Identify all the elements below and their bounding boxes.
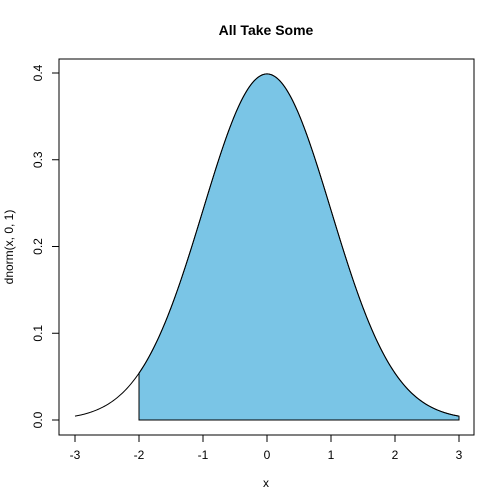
- x-axis: -3 -2 -1 0 1 2 3: [70, 434, 463, 462]
- x-tick-label: 1: [328, 448, 335, 462]
- y-tick-label: 0.4: [31, 64, 45, 81]
- y-tick-label: 0.2: [31, 238, 45, 255]
- chart-title: All Take Some: [219, 22, 314, 38]
- x-axis-label: x: [263, 476, 269, 490]
- x-tick-label: 3: [456, 448, 463, 462]
- x-tick-label: 2: [392, 448, 399, 462]
- shaded-area-layer: [138, 73, 460, 421]
- y-axis-label: dnorm(x, 0, 1): [2, 210, 16, 285]
- density-curve: [74, 73, 460, 417]
- shaded-area: [138, 73, 460, 421]
- x-tick-label: 0: [264, 448, 271, 462]
- y-tick-label: 0.0: [31, 411, 45, 428]
- y-axis: 0.0 0.1 0.2 0.3 0.4: [31, 64, 60, 428]
- x-tick-label: -2: [134, 448, 145, 462]
- x-tick-label: -3: [70, 448, 81, 462]
- x-tick-label: -1: [198, 448, 209, 462]
- density-curve-layer: [74, 73, 460, 417]
- y-tick-label: 0.1: [31, 325, 45, 342]
- y-tick-label: 0.3: [31, 151, 45, 168]
